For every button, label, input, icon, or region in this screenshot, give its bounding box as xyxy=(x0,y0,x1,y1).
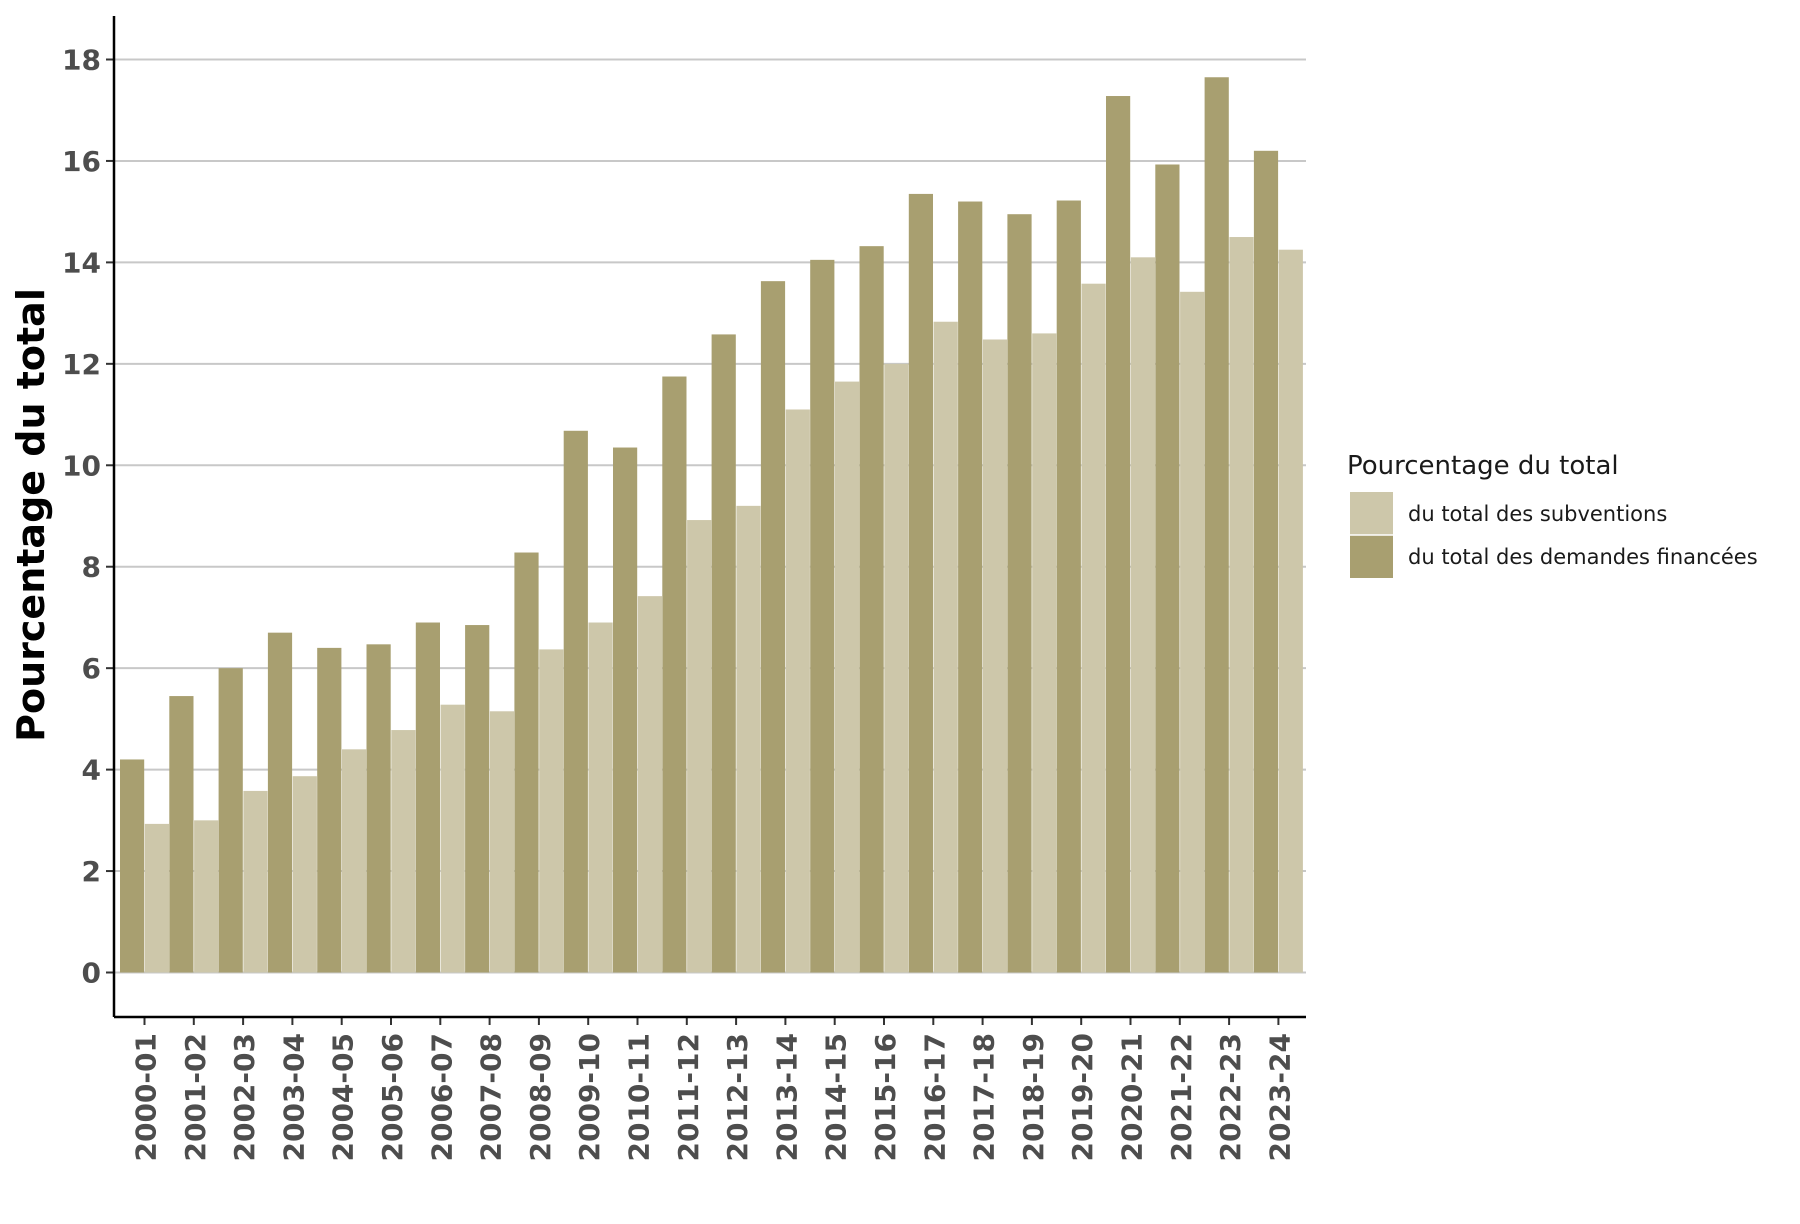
bar-demandes-financees xyxy=(514,552,539,973)
x-tick-label: 2000-01 xyxy=(130,1033,163,1162)
x-tick-label: 2002-03 xyxy=(228,1033,261,1162)
bar-demandes-financees xyxy=(1007,214,1032,973)
x-tick-label: 2023-24 xyxy=(1263,1033,1296,1162)
bar-demandes-financees xyxy=(908,193,933,973)
bar-subventions xyxy=(1229,237,1254,973)
bar-demandes-financees xyxy=(1106,96,1131,973)
x-tick-label: 2006-07 xyxy=(425,1033,458,1162)
legend: Pourcentage du total du total des subven… xyxy=(1347,451,1758,578)
bar-subventions xyxy=(736,505,761,973)
legend-label: du total des demandes financées xyxy=(1408,545,1758,569)
bar-subventions xyxy=(884,363,909,973)
bar-subventions xyxy=(1278,249,1303,973)
bar-subventions xyxy=(440,704,465,973)
legend-title: Pourcentage du total xyxy=(1347,451,1619,481)
y-tick-label: 18 xyxy=(62,44,101,77)
x-tick-label: 2005-06 xyxy=(376,1033,409,1162)
bar-demandes-financees xyxy=(1253,150,1279,973)
bar-subventions xyxy=(194,820,219,973)
bar-subventions xyxy=(835,381,860,973)
legend-swatch xyxy=(1350,492,1393,535)
bar-demandes-financees xyxy=(317,647,342,973)
bar-subventions xyxy=(785,409,810,973)
x-tick-label: 2019-20 xyxy=(1066,1033,1099,1162)
y-tick-label: 4 xyxy=(82,754,101,787)
bar-subventions xyxy=(489,711,515,973)
bar-demandes-financees xyxy=(859,246,884,973)
y-tick-label: 0 xyxy=(82,957,101,990)
x-tick-label: 2021-22 xyxy=(1165,1033,1198,1162)
y-tick-label: 8 xyxy=(82,551,101,584)
bar-subventions xyxy=(933,321,958,973)
y-axis-label: Pourcentage du total xyxy=(9,288,53,742)
bar-demandes-financees xyxy=(1204,77,1229,973)
bar-subventions xyxy=(637,596,662,973)
x-tick-label: 2010-11 xyxy=(623,1033,656,1162)
x-tick-label: 2011-12 xyxy=(672,1033,705,1162)
x-tick-label: 2007-08 xyxy=(475,1033,508,1162)
bar-demandes-financees xyxy=(366,644,391,973)
x-tick-label: 2012-13 xyxy=(721,1033,754,1162)
x-tick-label: 2013-14 xyxy=(770,1033,803,1162)
bars xyxy=(120,77,1303,973)
x-tick-label: 2015-16 xyxy=(869,1033,902,1162)
bar-demandes-financees xyxy=(760,281,786,973)
bar-subventions xyxy=(243,790,268,973)
bar-subventions xyxy=(588,622,613,973)
x-tick-label: 2018-19 xyxy=(1017,1033,1050,1162)
bar-demandes-financees xyxy=(662,376,687,973)
x-tick-label: 2003-04 xyxy=(277,1033,310,1162)
y-tick-label: 10 xyxy=(62,449,101,482)
x-tick-label: 2014-15 xyxy=(820,1033,853,1162)
x-tick-label: 2022-23 xyxy=(1214,1033,1247,1162)
legend-label: du total des subventions xyxy=(1408,502,1667,526)
bar-demandes-financees xyxy=(465,625,490,973)
x-tick-label: 2017-18 xyxy=(968,1033,1001,1162)
y-tick-label: 2 xyxy=(82,855,101,888)
bar-demandes-financees xyxy=(958,201,983,973)
bar-demandes-financees xyxy=(1155,164,1180,973)
bar-demandes-financees xyxy=(169,696,194,973)
x-tick-labels: 2000-01 2001-02 2002-03 2003-04 2004-05 2005-… xyxy=(130,1033,1297,1162)
x-tick-label: 2004-05 xyxy=(327,1033,360,1162)
y-tick-labels: 0 2 4 6 8 10 12 14 16 18 xyxy=(62,44,101,990)
bar-demandes-financees xyxy=(563,430,588,973)
legend-swatch xyxy=(1350,535,1393,578)
bar-demandes-financees xyxy=(120,759,145,973)
bar-demandes-financees xyxy=(711,334,736,973)
bar-subventions xyxy=(687,520,712,973)
bar-demandes-financees xyxy=(218,668,243,973)
bar-subventions xyxy=(144,823,169,973)
y-tick-label: 12 xyxy=(62,348,101,381)
bar-demandes-financees xyxy=(810,259,835,973)
bar-demandes-financees xyxy=(1056,200,1081,973)
axes xyxy=(106,16,1306,1025)
bar-subventions xyxy=(1130,257,1155,973)
x-tick-label: 2008-09 xyxy=(524,1033,557,1162)
bar-demandes-financees xyxy=(267,632,293,973)
bar-subventions xyxy=(1180,291,1205,973)
x-tick-label: 2020-21 xyxy=(1116,1033,1149,1162)
x-tick-label: 2009-10 xyxy=(573,1033,606,1162)
x-tick-label: 2001-02 xyxy=(179,1033,212,1162)
y-tick-label: 16 xyxy=(62,145,101,178)
y-tick-label: 14 xyxy=(62,246,101,279)
bar-demandes-financees xyxy=(613,447,638,973)
bar-subventions xyxy=(1081,283,1106,973)
bar-subventions xyxy=(982,339,1008,973)
bar-subventions xyxy=(342,749,367,973)
bar-subventions xyxy=(539,649,564,973)
y-tick-label: 6 xyxy=(82,652,101,685)
bar-demandes-financees xyxy=(415,622,440,973)
bar-subventions xyxy=(1032,333,1057,973)
x-tick-label: 2016-17 xyxy=(918,1033,951,1162)
bar-subventions xyxy=(391,730,416,973)
bar-subventions xyxy=(292,776,317,973)
